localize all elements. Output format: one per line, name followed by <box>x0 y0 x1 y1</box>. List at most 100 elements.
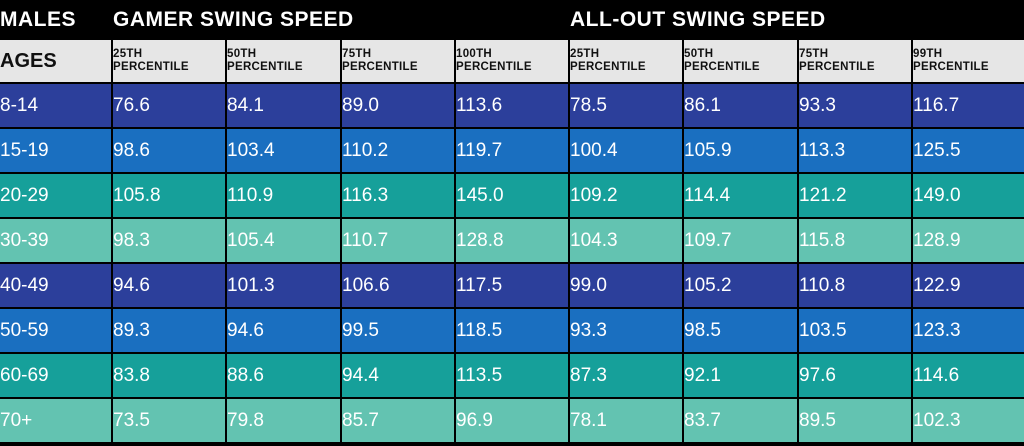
percentile-header: 25TH PERCENTILE <box>111 40 226 84</box>
speed-value-cell: 105.4 <box>225 217 341 263</box>
percentile-header-rank: 75TH <box>342 48 372 60</box>
speed-value-cell: 84.1 <box>225 82 341 128</box>
percentile-header: 25TH PERCENTILE <box>568 40 684 84</box>
speed-value-cell: 105.8 <box>111 172 226 218</box>
table-row: 8-14 76.6 84.1 89.0 113.6 78.5 86.1 93.3 116.7 <box>0 82 1024 128</box>
speed-value-cell: 105.2 <box>682 262 799 308</box>
speed-value-cell: 94.6 <box>225 307 341 353</box>
table-row: 15-19 98.6 103.4 110.2 119.7 100.4 105.9 113.3 1… <box>0 127 1024 173</box>
speed-value-cell: 117.5 <box>453 262 570 308</box>
percentile-header-word: PERCENTILE <box>913 61 989 73</box>
percentile-header: 50TH PERCENTILE <box>225 40 341 84</box>
speed-value-cell: 122.9 <box>911 262 1024 308</box>
speed-value-cell: 89.0 <box>340 82 455 128</box>
speed-value-cell: 102.3 <box>911 397 1024 442</box>
table-row: 20-29 105.8 110.9 116.3 145.0 109.2 114.4 121.2… <box>0 172 1024 218</box>
age-range-cell: 40-49 <box>0 262 112 308</box>
speed-value-cell: 104.3 <box>568 217 684 263</box>
speed-value-cell: 97.6 <box>797 352 913 398</box>
group-title-gamer: GAMER SWING SPEED <box>110 0 570 40</box>
speed-value-cell: 86.1 <box>682 82 799 128</box>
table-row: 30-39 98.3 105.4 110.7 128.8 104.3 109.7 115.8 1… <box>0 217 1024 263</box>
speed-value-cell: 113.3 <box>797 127 913 173</box>
percentile-header-rank: 25TH <box>570 48 600 60</box>
speed-value-cell: 115.8 <box>797 217 913 263</box>
speed-value-cell: 114.6 <box>911 352 1024 398</box>
speed-value-cell: 113.6 <box>453 82 570 128</box>
corner-label-males: MALES <box>0 0 112 40</box>
speed-value-cell: 110.7 <box>340 217 455 263</box>
table-row: 70+ 73.5 79.8 85.7 96.9 78.1 83.7 89.5 102.3 <box>0 397 1024 442</box>
speed-value-cell: 89.3 <box>111 307 226 353</box>
percentile-header: 75TH PERCENTILE <box>340 40 455 84</box>
age-range-cell: 50-59 <box>0 307 112 353</box>
age-range-cell: 15-19 <box>0 127 112 173</box>
speed-value-cell: 85.7 <box>340 397 455 442</box>
speed-value-cell: 128.8 <box>453 217 570 263</box>
table-row: 60-69 83.8 88.6 94.4 113.5 87.3 92.1 97.6 114.6 <box>0 352 1024 398</box>
speed-value-cell: 78.1 <box>568 397 684 442</box>
speed-value-cell: 98.6 <box>111 127 226 173</box>
speed-value-cell: 103.5 <box>797 307 913 353</box>
speed-value-cell: 94.6 <box>111 262 226 308</box>
speed-value-cell: 113.5 <box>453 352 570 398</box>
percentile-header-word: PERCENTILE <box>456 61 532 73</box>
percentile-header-word: PERCENTILE <box>799 61 875 73</box>
speed-value-cell: 106.6 <box>340 262 455 308</box>
percentile-header-rank: 50TH <box>684 48 714 60</box>
speed-value-cell: 88.6 <box>225 352 341 398</box>
percentile-header-word: PERCENTILE <box>684 61 760 73</box>
percentile-header: 75TH PERCENTILE <box>797 40 913 84</box>
speed-value-cell: 98.3 <box>111 217 226 263</box>
percentile-header: 99TH PERCENTILE <box>911 40 1024 84</box>
speed-value-cell: 110.9 <box>225 172 341 218</box>
speed-value-cell: 73.5 <box>111 397 226 442</box>
speed-value-cell: 83.8 <box>111 352 226 398</box>
speed-value-cell: 114.4 <box>682 172 799 218</box>
speed-value-cell: 121.2 <box>797 172 913 218</box>
speed-value-cell: 123.3 <box>911 307 1024 353</box>
speed-value-cell: 116.7 <box>911 82 1024 128</box>
speed-value-cell: 96.9 <box>453 397 570 442</box>
speed-value-cell: 145.0 <box>453 172 570 218</box>
speed-value-cell: 109.2 <box>568 172 684 218</box>
percentile-header-rank: 25TH <box>113 48 143 60</box>
table-row: 40-49 94.6 101.3 106.6 117.5 99.0 105.2 110.8 12… <box>0 262 1024 308</box>
age-range-cell: 30-39 <box>0 217 112 263</box>
speed-value-cell: 149.0 <box>911 172 1024 218</box>
speed-value-cell: 109.7 <box>682 217 799 263</box>
speed-value-cell: 99.5 <box>340 307 455 353</box>
age-range-cell: 20-29 <box>0 172 112 218</box>
speed-value-cell: 101.3 <box>225 262 341 308</box>
percentile-header-word: PERCENTILE <box>227 61 303 73</box>
speed-value-cell: 92.1 <box>682 352 799 398</box>
speed-value-cell: 79.8 <box>225 397 341 442</box>
percentile-header-rank: 100TH <box>456 48 493 60</box>
speed-value-cell: 119.7 <box>453 127 570 173</box>
speed-value-cell: 76.6 <box>111 82 226 128</box>
percentile-header-rank: 99TH <box>913 48 943 60</box>
speed-value-cell: 125.5 <box>911 127 1024 173</box>
percentile-header: 100TH PERCENTILE <box>453 40 570 84</box>
age-range-cell: 60-69 <box>0 352 112 398</box>
speed-value-cell: 100.4 <box>568 127 684 173</box>
speed-value-cell: 116.3 <box>340 172 455 218</box>
speed-value-cell: 103.4 <box>225 127 341 173</box>
age-range-cell: 8-14 <box>0 82 112 128</box>
speed-value-cell: 83.7 <box>682 397 799 442</box>
speed-value-cell: 93.3 <box>568 307 684 353</box>
age-range-cell: 70+ <box>0 397 112 442</box>
percentile-header-rank: 50TH <box>227 48 257 60</box>
speed-value-cell: 89.5 <box>797 397 913 442</box>
speed-value-cell: 99.0 <box>568 262 684 308</box>
percentile-header-word: PERCENTILE <box>570 61 646 73</box>
speed-value-cell: 110.8 <box>797 262 913 308</box>
speed-value-cell: 87.3 <box>568 352 684 398</box>
speed-value-cell: 78.5 <box>568 82 684 128</box>
speed-value-cell: 110.2 <box>340 127 455 173</box>
speed-value-cell: 128.9 <box>911 217 1024 263</box>
group-title-all-out: ALL-OUT SWING SPEED <box>568 0 1024 40</box>
speed-value-cell: 93.3 <box>797 82 913 128</box>
percentile-header-word: PERCENTILE <box>342 61 418 73</box>
